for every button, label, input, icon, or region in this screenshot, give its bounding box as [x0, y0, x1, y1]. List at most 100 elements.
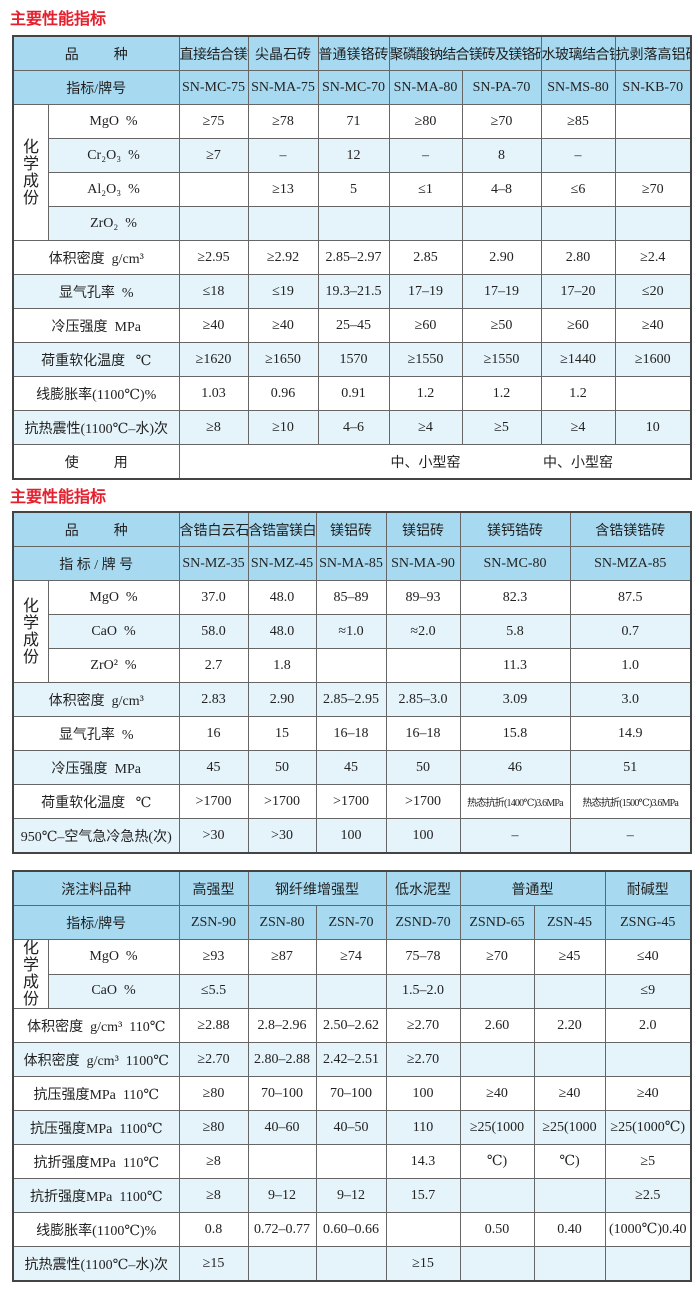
table-cell: ≤5.5 [178, 973, 249, 1009]
table-cell: ≥2.92 [247, 240, 319, 275]
empty-cell [461, 206, 542, 241]
chemical-composition-label: 化学成份 [12, 104, 49, 241]
row-label: Al₂O₃ % [47, 172, 180, 207]
table-cell: 58.0 [178, 614, 249, 649]
table-row: Cr₂O₃ % ≥7–12–8– [13, 138, 692, 173]
table-cell: 110 [385, 1110, 461, 1145]
table-cell: ≥85 [540, 104, 616, 139]
table-cell: >1700 [178, 784, 249, 819]
table-cell: 45 [315, 750, 387, 785]
table-cell: 70–100 [247, 1076, 317, 1111]
chemical-composition-label: 化学成份 [12, 580, 49, 683]
header-row: 浇注料品种 高强型 钢纤维增强型 低水泥型 普通型 耐碱型 [12, 870, 692, 906]
table-cell: 1.2 [461, 376, 542, 411]
table-cell: 11.3 [459, 648, 571, 683]
table-cell: ZSN-90 [178, 905, 249, 940]
table-cell: 1.2 [388, 376, 463, 411]
table-cell: 10 [614, 410, 692, 445]
table-cell: 45 [178, 750, 249, 785]
table-row: 抗折强度MPa 1100℃ ≥8 9–12 9–12 15.7 ≥2.5 [12, 1178, 692, 1213]
empty-cell [533, 1178, 606, 1213]
table-cell: 100 [385, 818, 461, 854]
empty-cell [459, 1178, 535, 1213]
table-cell: 15.8 [459, 716, 571, 751]
table-cell: 14.9 [569, 716, 692, 751]
table-row: 化学成份 MgO % ≥93 ≥87 ≥74 75–78 ≥70 ≥45 ≤40 [12, 939, 692, 1009]
row-label: MgO % [47, 580, 180, 615]
section-title: 主要性能指标 [10, 487, 107, 506]
table-cell: ≥15 [178, 1246, 249, 1282]
table-cell: 89–93 [385, 580, 461, 615]
table-row: 抗压强度MPa 1100℃ ≥80 40–60 40–50 110 ≥25(1000 ≥25… [12, 1110, 692, 1145]
table-cell: 0.96 [247, 376, 319, 411]
empty-cell [462, 444, 541, 480]
table-cell: 0.60–0.66 [315, 1212, 387, 1247]
table-cell: 低水泥型 [385, 870, 461, 906]
table-cell: ZSND-65 [459, 905, 535, 940]
table-cell: 3.09 [459, 682, 571, 717]
table-cell: ≤19 [247, 274, 319, 309]
table-cell: ≥10 [247, 410, 319, 445]
table-row: Al₂O₃ % ≥13 5 ≤1 4–8 ≤6 ≥70 [13, 172, 692, 207]
table-cell: ≥13 [247, 172, 319, 207]
table-cell: 40–50 [315, 1110, 387, 1145]
table-cell: 2.85 [388, 240, 463, 275]
empty-cell [178, 206, 249, 241]
row-label: 抗折强度MPa 1100℃ [12, 1178, 180, 1213]
table-row: 荷重软化温度 ℃ ≥1620 ≥1650 1570 ≥1550 ≥1550 ≥1440 ≥16… [12, 342, 692, 377]
table-row: ZrO₂ % [13, 206, 692, 241]
table-cell: 抗剥落高铝砖 [614, 35, 692, 71]
table-cell: – [459, 818, 571, 854]
row-label: 体积密度 g/cm³ 110℃ [12, 1008, 180, 1043]
table-cell: 4–6 [317, 410, 390, 445]
table-cell: ZSN-45 [533, 905, 606, 940]
table-cell: ≥2.95 [178, 240, 249, 275]
table-cell: 15.7 [385, 1178, 461, 1213]
table-cell: 2.85–2.97 [317, 240, 390, 275]
table-row: 显气孔率 % 16 15 16–18 16–18 15.8 14.9 [12, 716, 692, 751]
table-cell: 热态抗折(1400℃)3.6MPa [459, 784, 571, 819]
table-cell: 中、小型窑 [541, 444, 615, 480]
table-cell: ≤18 [178, 274, 249, 309]
empty-cell [385, 1212, 461, 1247]
empty-cell [614, 206, 692, 241]
table-cell: ≥78 [247, 104, 319, 139]
empty-cell [247, 206, 319, 241]
row-label: 抗折强度MPa 110℃ [12, 1144, 180, 1179]
table-cell: ≥2.88 [178, 1008, 249, 1043]
table-cell: 镁铝砖 [315, 511, 387, 547]
table-cell: ≥87 [247, 939, 317, 975]
table-cell: ≥40 [614, 308, 692, 343]
table-cell: 水玻璃结合镁砖 [540, 35, 616, 71]
table-cell: 尖晶石砖 [247, 35, 319, 71]
row-label: 冷压强度 MPa [12, 308, 180, 343]
table-cell: ≥40 [459, 1076, 535, 1111]
empty-cell [533, 973, 606, 1009]
table-cell: 2.50–2.62 [315, 1008, 387, 1043]
table-cell: 14.3 [385, 1144, 461, 1179]
table-cell: ≥80 [178, 1076, 249, 1111]
table-cell: 普通型 [459, 870, 606, 906]
row-label: ZrO₂ % [47, 206, 180, 241]
table-cell: ≥2.4 [614, 240, 692, 275]
table-row: 体积密度 g/cm³ 1100℃ ≥2.70 2.80–2.88 2.42–2.51 ≥… [12, 1042, 692, 1077]
table-cell: ≥70 [461, 104, 542, 139]
table-cell: 镁钙锆砖 [459, 511, 571, 547]
table-cell: ≥40 [604, 1076, 692, 1111]
table-cell: ZSN-70 [315, 905, 387, 940]
table-cell: ≥2.70 [178, 1042, 249, 1077]
table-cell: >30 [178, 818, 249, 854]
table-cell: – [247, 138, 319, 173]
header-label: 浇注料品种 [12, 870, 180, 906]
performance-table-zirconia-bricks: 品 种含锆白云石砖含锆富镁白云石砖镁铝砖镁铝砖镁钙锆砖含锆镁锆砖指 标 / 牌 … [12, 511, 692, 854]
grade-row: 指标/牌号 SN-MC-75 SN-MA-75 SN-MC-70 SN-MA-80 SN-… [12, 70, 692, 105]
table-cell: 48.0 [247, 614, 317, 649]
table-cell: ≥1550 [461, 342, 542, 377]
table-cell: ≥40 [247, 308, 319, 343]
table-cell: 16 [178, 716, 249, 751]
empty-cell [247, 1144, 317, 1179]
table-cell: 8 [461, 138, 542, 173]
table-cell: 15 [247, 716, 317, 751]
table-cell: 50 [247, 750, 317, 785]
performance-table-castables: 浇注料品种 高强型 钢纤维增强型 低水泥型 普通型 耐碱型 指标/牌号 ZSN-90 ZSN-8… [12, 870, 692, 1282]
